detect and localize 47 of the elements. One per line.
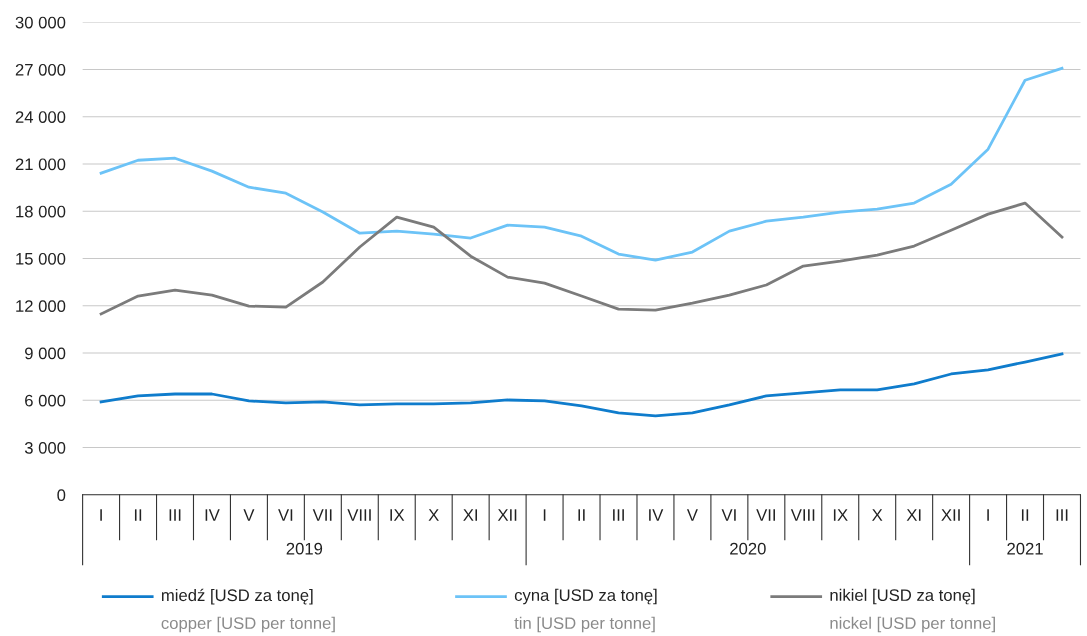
x-tick-label: IX [833, 509, 848, 521]
x-tick-label: I [987, 509, 989, 521]
x-tick-label: II [1021, 509, 1029, 521]
x-tick-label: XII [497, 509, 517, 521]
x-tick-label: VII [312, 509, 332, 521]
x-tick-label: X [872, 509, 883, 521]
x-tick-label: VI [278, 509, 293, 521]
legend-label: cyna [USD za tonę] tin [USD per tonne] [514, 588, 657, 633]
y-tick-label: 18 000 [16, 205, 66, 218]
y-tick-label: 21 000 [15, 158, 66, 171]
y-tick-label: 15 000 [16, 252, 66, 265]
y-tick-label: 9 000 [25, 347, 66, 360]
x-tick-label: IV [649, 509, 664, 521]
x-tick-label: VIII [347, 509, 371, 521]
x-tick-label: IX [390, 509, 405, 521]
line-series [99, 352, 1064, 418]
y-tick-label: 6 000 [25, 394, 66, 407]
legend-label: miedź [USD za tonę] copper [USD per tonne] [161, 588, 335, 633]
line-series [99, 66, 1064, 262]
legend-label: nikiel [USD za tonę] nickel [USD per tonne] [830, 588, 995, 633]
x-tick-label: V [243, 509, 255, 521]
x-tick-label: VIII [790, 509, 815, 521]
x-tick-label: V [686, 509, 698, 521]
y-tick-label: 27 000 [15, 63, 66, 76]
y-tick-label: 24 000 [15, 111, 66, 123]
y-tick-label: 12 000 [16, 300, 66, 312]
x-tick-label: III [1056, 509, 1068, 521]
y-tick-label: 0 [57, 489, 66, 502]
x-tick-label: II [134, 509, 142, 521]
y-tick-label: 3 000 [24, 441, 66, 454]
text: 2019 [286, 542, 323, 555]
text: 2021 [1007, 542, 1043, 555]
x-tick-label: VI [721, 509, 736, 521]
x-tick-label: XII [941, 509, 960, 521]
x-tick-label: VII [756, 509, 775, 521]
x-tick-label: X [428, 509, 439, 521]
text: 2020 [730, 542, 766, 555]
x-tick-label: IV [205, 509, 220, 521]
x-tick-label: II [578, 509, 585, 521]
y-tick-label: 30 000 [15, 16, 66, 29]
x-tick-label: I [100, 509, 102, 521]
x-tick-label: III [613, 509, 624, 521]
x-tick-label: XI [906, 509, 921, 521]
x-tick-label: III [169, 509, 181, 521]
x-tick-label: I [543, 509, 546, 521]
x-tick-label: XI [463, 509, 478, 521]
line-series [99, 201, 1064, 316]
